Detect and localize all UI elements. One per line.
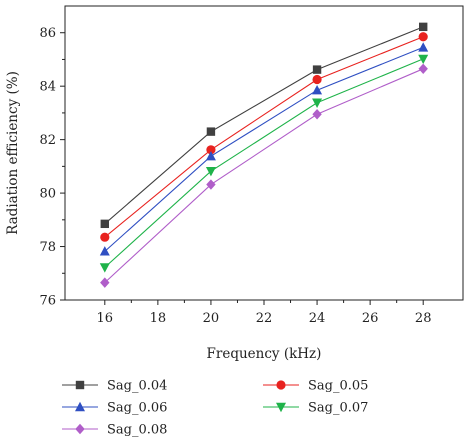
legend-marker	[75, 380, 85, 390]
legend-marker	[75, 423, 85, 435]
legend-label: Sag_0.05	[308, 379, 368, 394]
axes: 16 18 20 22 24 26 28 76 78 80 82 84 86	[39, 5, 464, 326]
x-tick-label: 28	[415, 311, 432, 326]
series-line	[104, 68, 424, 284]
data-point	[100, 219, 109, 229]
legend-marker	[75, 401, 85, 412]
x-axis-title: Frequency (kHz)	[207, 346, 322, 362]
series-Sag_0.06	[99, 42, 429, 256]
legend-item: Sag_0.05	[263, 379, 368, 394]
legend: Sag_0.04 Sag_0.05 Sag_0.06 Sag_0.07 Sag_0.08	[62, 379, 368, 438]
data-point	[312, 74, 322, 85]
series-Sag_0.07	[99, 54, 429, 273]
data-point	[312, 65, 322, 74]
legend-item: Sag_0.06	[62, 401, 167, 416]
series-Sag_0.04	[100, 22, 428, 229]
series-line	[104, 46, 424, 252]
data-point	[312, 98, 323, 108]
plot-area	[99, 22, 429, 288]
x-tick-label: 20	[203, 311, 220, 326]
x-tick-label: 26	[362, 311, 379, 326]
data-point	[418, 54, 429, 65]
legend-label: Sag_0.08	[107, 423, 167, 438]
legend-marker	[276, 402, 286, 413]
data-point	[419, 22, 428, 32]
y-tick-label: 82	[39, 133, 56, 148]
data-point	[418, 32, 428, 42]
data-point	[418, 63, 428, 75]
y-tick-label: 80	[39, 187, 56, 202]
data-point	[205, 151, 216, 161]
data-point	[99, 263, 110, 273]
data-point	[418, 42, 429, 52]
legend-label: Sag_0.04	[107, 379, 167, 394]
y-tick-label: 84	[39, 80, 56, 95]
legend-item: Sag_0.04	[62, 379, 167, 394]
data-point	[100, 232, 110, 242]
plot-frame	[64, 5, 464, 301]
series-line	[104, 26, 424, 225]
legend-label: Sag_0.06	[107, 401, 167, 416]
y-tick-label: 76	[39, 294, 56, 309]
legend-label: Sag_0.07	[308, 401, 368, 416]
data-point	[206, 145, 216, 155]
x-tick-label: 22	[256, 311, 273, 326]
data-point	[100, 277, 110, 288]
y-axis-title: Radiation efficiency (%)	[5, 71, 21, 235]
data-point	[206, 127, 216, 136]
y-tick-label: 78	[39, 240, 56, 255]
x-tick-label: 16	[97, 311, 114, 326]
series-line	[104, 58, 424, 268]
series-Sag_0.05	[100, 32, 428, 242]
series-line	[104, 36, 424, 238]
x-tick-label: 18	[150, 311, 167, 326]
series-Sag_0.08	[100, 63, 428, 288]
data-point	[205, 166, 216, 177]
y-tick-label: 86	[39, 26, 56, 41]
x-tick-label: 24	[309, 311, 326, 326]
legend-item: Sag_0.08	[62, 423, 167, 438]
data-point	[312, 109, 322, 120]
legend-marker	[276, 380, 286, 390]
data-point	[99, 246, 110, 256]
data-point	[206, 179, 216, 190]
legend-item: Sag_0.07	[263, 401, 368, 416]
data-point	[312, 84, 323, 95]
